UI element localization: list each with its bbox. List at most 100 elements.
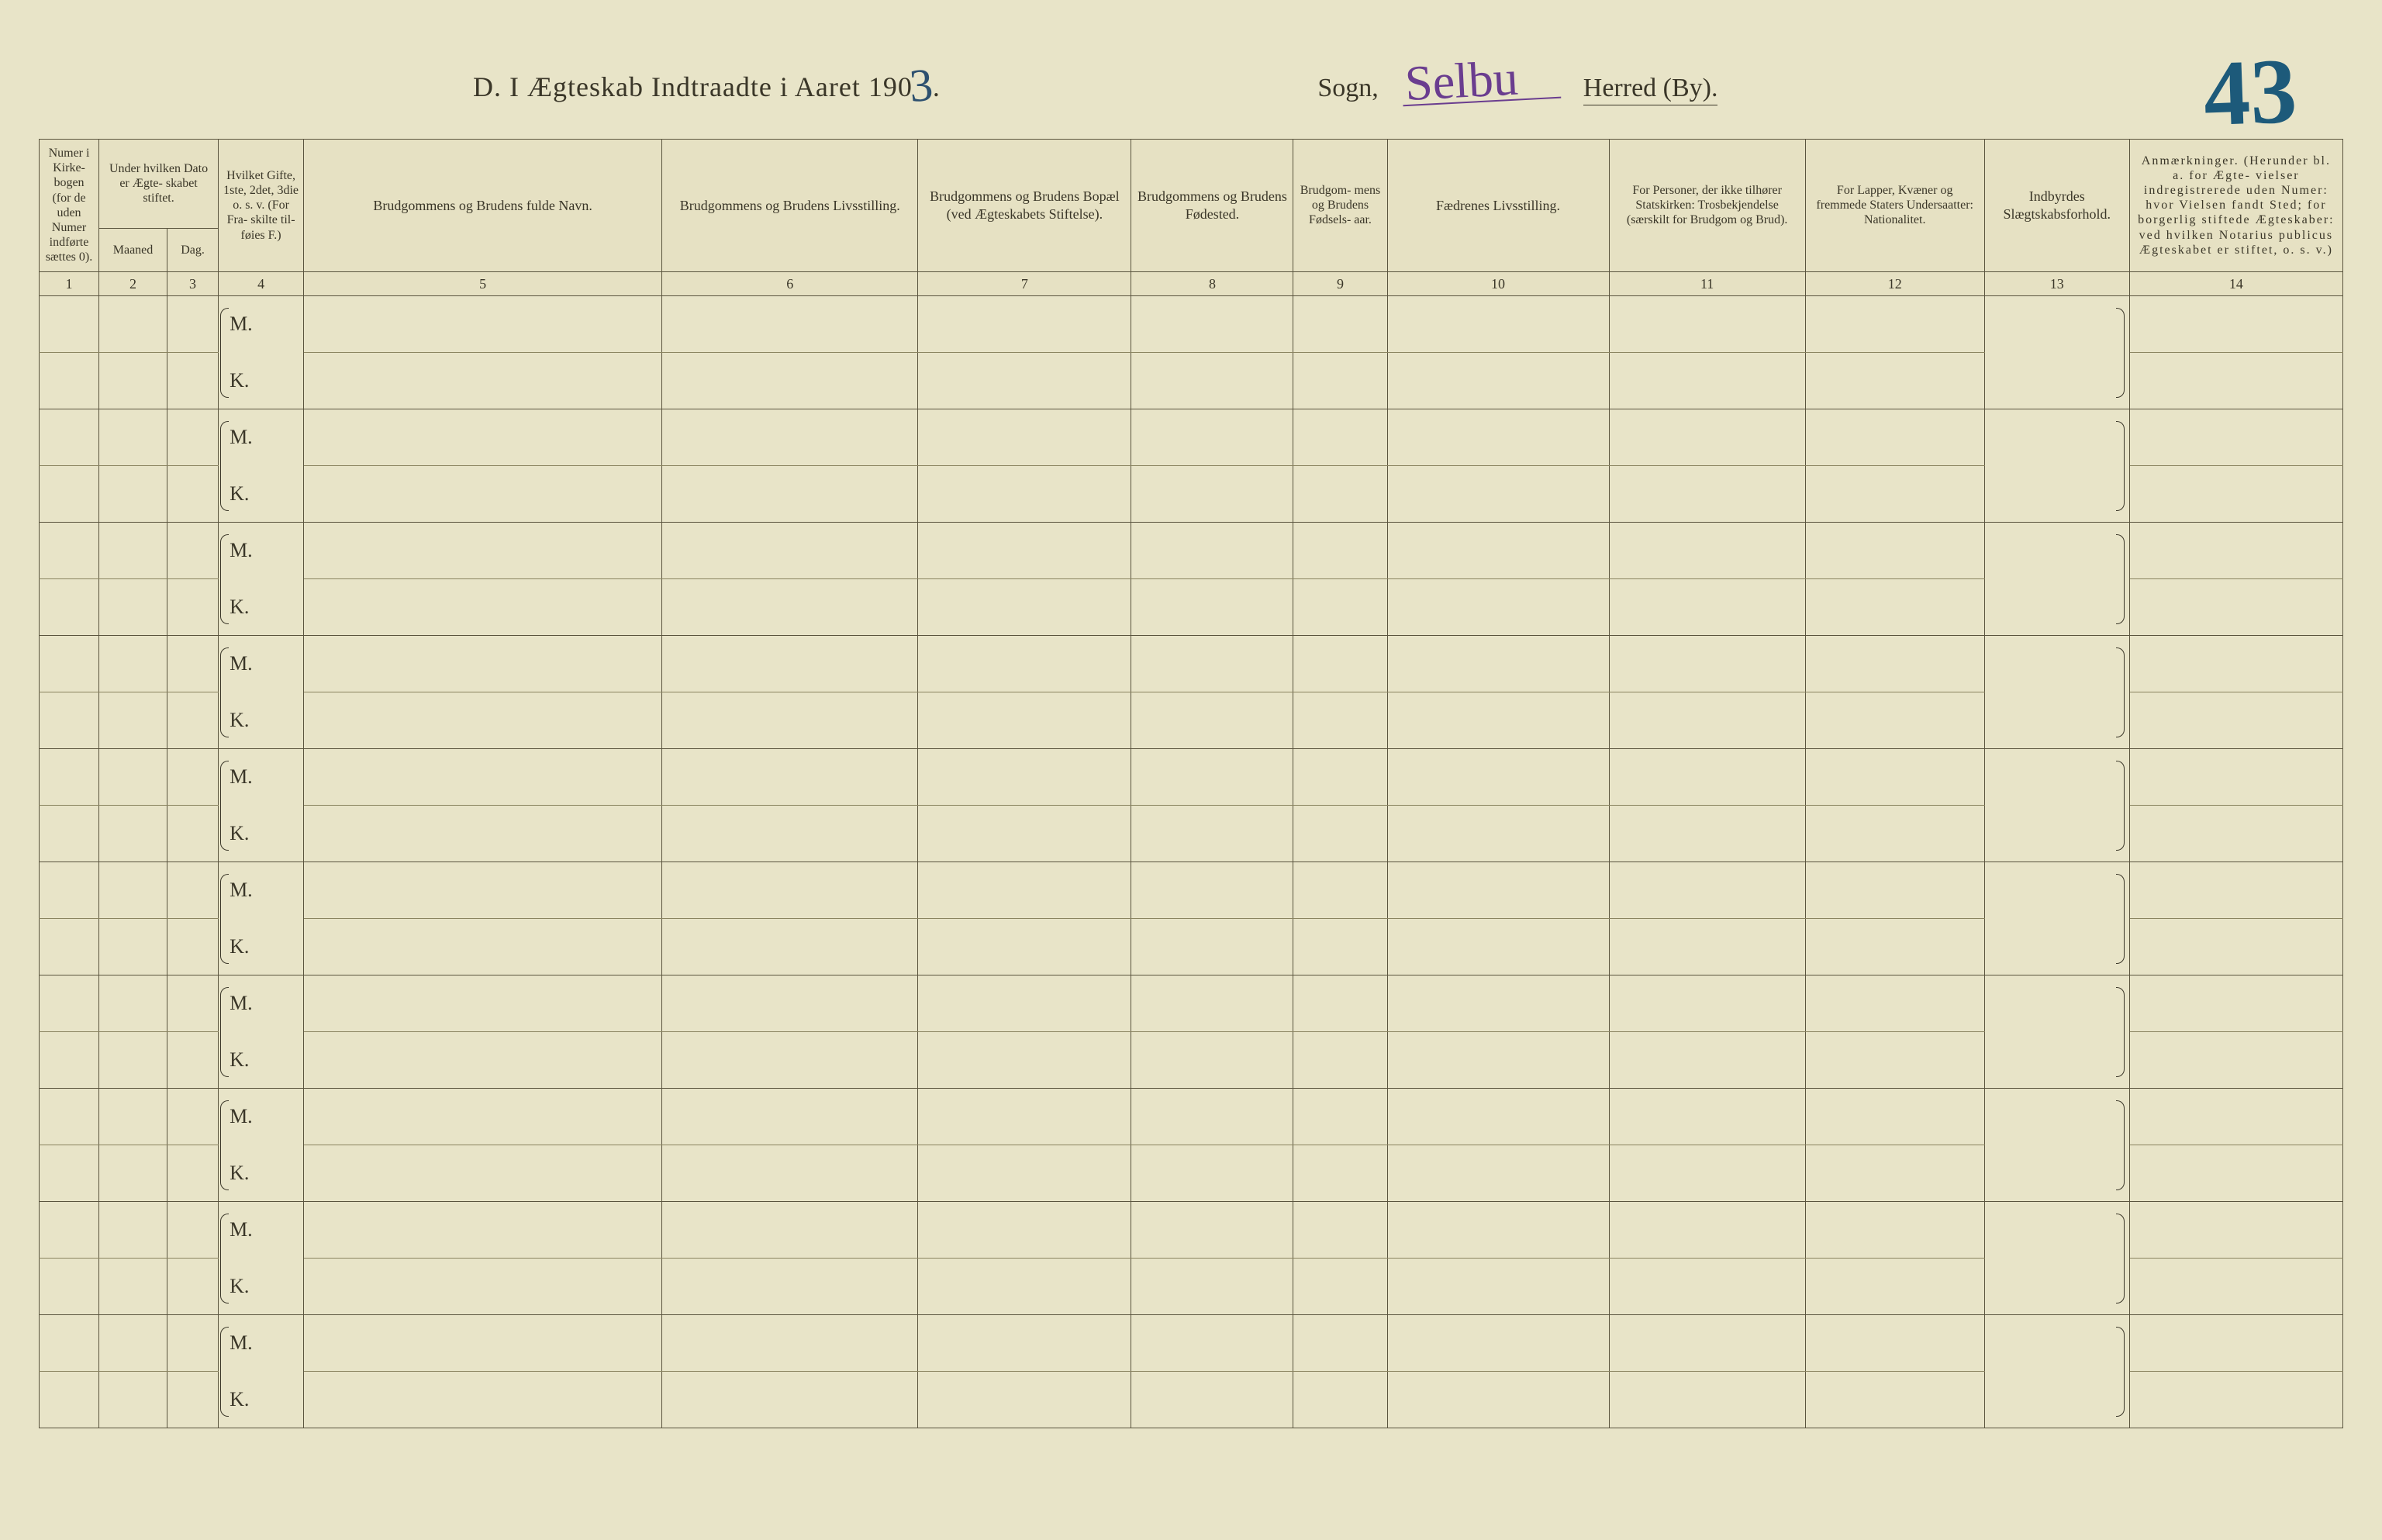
cell: [2129, 409, 2342, 466]
year-handwritten: 3: [907, 58, 934, 113]
col-subheader-3: Dag.: [167, 228, 219, 271]
cell: [2129, 296, 2342, 353]
cell: [1805, 862, 1984, 919]
cell: [662, 749, 918, 806]
cell: [1609, 1032, 1805, 1089]
cell: [2129, 1202, 2342, 1259]
cell: [40, 1315, 99, 1372]
cell: [99, 1032, 167, 1089]
cell: [918, 1089, 1131, 1145]
cell: [1805, 523, 1984, 579]
cell: [1609, 1372, 1805, 1428]
col-header-6: Brudgommens og Brudens Livsstilling.: [662, 140, 918, 272]
cell: [662, 862, 918, 919]
cell: [1805, 1372, 1984, 1428]
cell: [99, 806, 167, 862]
cell: [167, 1259, 219, 1315]
cell: [40, 1145, 99, 1202]
cell: [99, 1145, 167, 1202]
cell: K.: [219, 579, 304, 636]
cell: [918, 1315, 1131, 1372]
cell: [40, 523, 99, 579]
cell: [99, 579, 167, 636]
cell: [304, 749, 662, 806]
cell: [1609, 1089, 1805, 1145]
marriage-register-table: Numer i Kirke- bogen (for de uden Numer …: [39, 139, 2343, 1428]
col-header-10: Fædrenes Livsstilling.: [1387, 140, 1609, 272]
cell: [1984, 749, 2129, 806]
cell: [918, 1032, 1131, 1089]
cell: [304, 806, 662, 862]
cell: [1131, 806, 1293, 862]
cell: [1387, 1259, 1609, 1315]
table-row: M.: [40, 296, 2343, 353]
cell: [40, 636, 99, 692]
cell: [1805, 466, 1984, 523]
cell: [99, 1315, 167, 1372]
cell: [1131, 1202, 1293, 1259]
cell: [1131, 1315, 1293, 1372]
cell: [304, 1315, 662, 1372]
table-row: M.: [40, 749, 2343, 806]
colnum: 13: [1984, 271, 2129, 296]
table-row: K.: [40, 1259, 2343, 1315]
cell: [1609, 296, 1805, 353]
cell: [167, 1202, 219, 1259]
cell: [40, 579, 99, 636]
cell: [40, 296, 99, 353]
cell: [167, 523, 219, 579]
cell: [40, 466, 99, 523]
cell: [1131, 409, 1293, 466]
cell: [99, 1202, 167, 1259]
cell: [1293, 579, 1387, 636]
cell: [1805, 1145, 1984, 1202]
cell: M.: [219, 1089, 304, 1145]
cell: [99, 1372, 167, 1428]
cell: [662, 975, 918, 1032]
cell: [1609, 353, 1805, 409]
page-number-handwritten: 43: [2202, 37, 2299, 147]
cell: [1387, 862, 1609, 919]
cell: [1131, 523, 1293, 579]
cell: [99, 749, 167, 806]
cell: K.: [219, 806, 304, 862]
cell: [1387, 523, 1609, 579]
cell: [1805, 636, 1984, 692]
colnum: 1: [40, 271, 99, 296]
cell: [1293, 1145, 1387, 1202]
cell: [1131, 862, 1293, 919]
colnum: 12: [1805, 271, 1984, 296]
cell: [1293, 523, 1387, 579]
cell: [1609, 749, 1805, 806]
cell: M.: [219, 862, 304, 919]
table-row: K.: [40, 919, 2343, 975]
cell: [918, 523, 1131, 579]
cell: [99, 975, 167, 1032]
title-prefix: D. I Ægteskab Indtraadte i Aaret 190: [473, 71, 913, 102]
cell: [1131, 1259, 1293, 1315]
colnum: 2: [99, 271, 167, 296]
col-header-13: Indbyrdes Slægtskabsforhold.: [1984, 140, 2129, 272]
cell: [40, 862, 99, 919]
cell: [304, 1259, 662, 1315]
page-header: D. I Ægteskab Indtraadte i Aaret 1903. S…: [39, 31, 2343, 139]
colnum: 6: [662, 271, 918, 296]
cell: [662, 296, 918, 353]
table-header: Numer i Kirke- bogen (for de uden Numer …: [40, 140, 2343, 296]
cell: [1387, 636, 1609, 692]
cell: [1293, 296, 1387, 353]
cell: [167, 409, 219, 466]
cell: [40, 1032, 99, 1089]
table-row: K.: [40, 353, 2343, 409]
cell: [99, 466, 167, 523]
cell: [1131, 749, 1293, 806]
cell: [167, 1089, 219, 1145]
cell: [1387, 692, 1609, 749]
cell: [2129, 919, 2342, 975]
cell: [918, 975, 1131, 1032]
table-row: M.: [40, 1315, 2343, 1372]
cell: [1293, 1089, 1387, 1145]
cell: [1387, 409, 1609, 466]
colnum: 8: [1131, 271, 1293, 296]
cell: [40, 409, 99, 466]
